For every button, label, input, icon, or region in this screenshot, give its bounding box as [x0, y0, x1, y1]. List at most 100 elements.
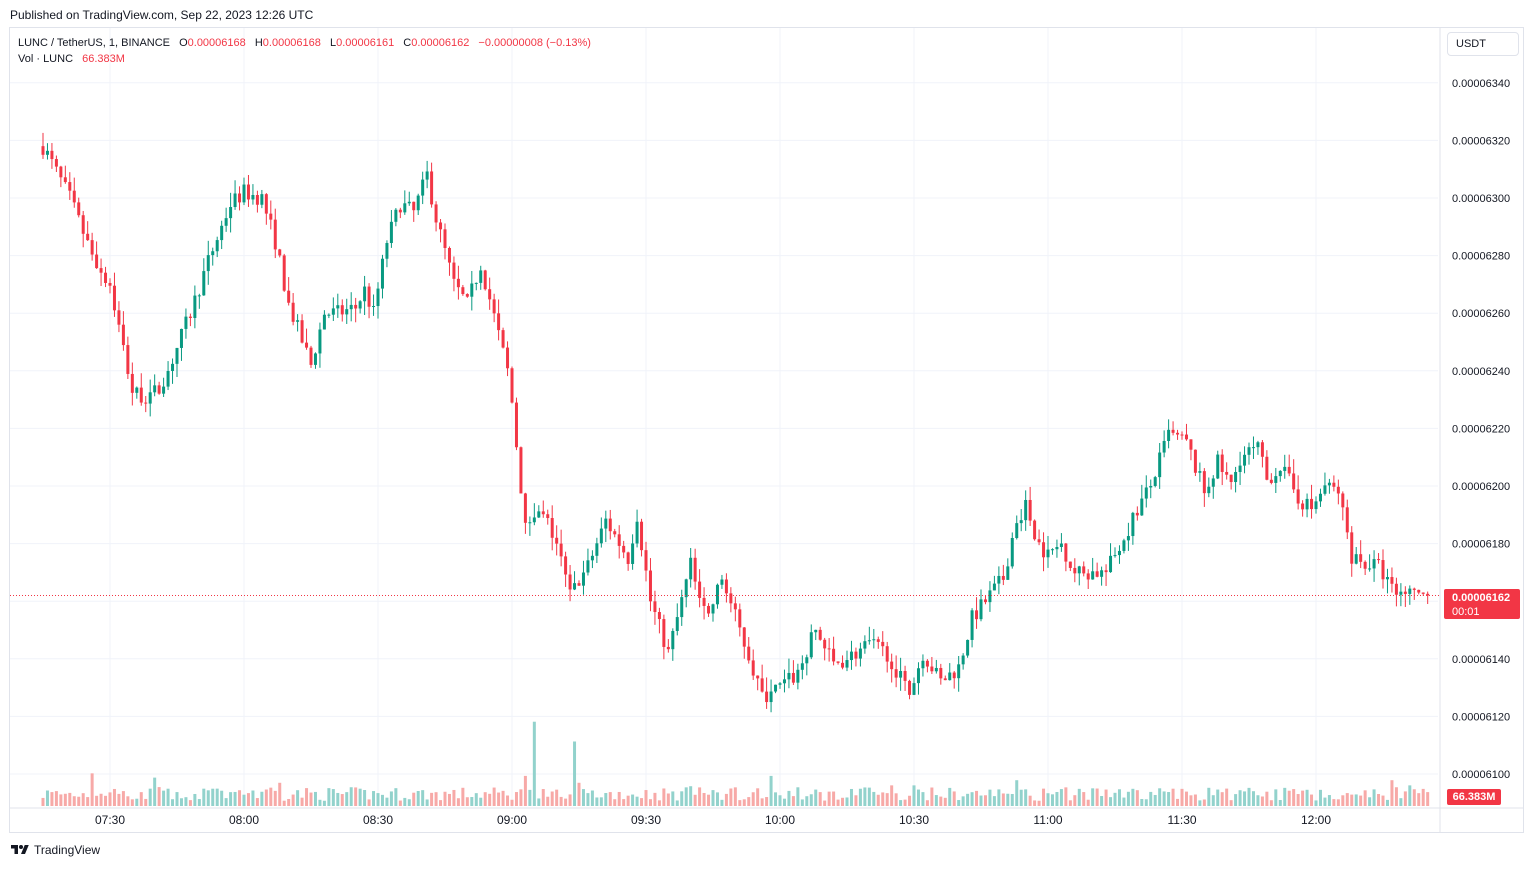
volume-bar — [1189, 795, 1193, 806]
volume-bar — [890, 785, 894, 806]
currency-button[interactable]: USDT — [1447, 32, 1519, 56]
candle-body — [925, 660, 929, 667]
volume-bar — [836, 799, 840, 806]
candle-body — [108, 282, 112, 286]
volume-bar — [1193, 794, 1197, 806]
volume-bar — [349, 787, 353, 806]
volume-bar — [1135, 790, 1139, 806]
volume-bar — [1001, 793, 1005, 806]
candle-body — [1243, 454, 1247, 466]
volume-bar — [1046, 793, 1050, 806]
candle-body — [715, 584, 719, 605]
candle-body — [916, 668, 920, 684]
legend-volume-label[interactable]: Vol · LUNC — [18, 53, 74, 65]
candle-body — [349, 304, 353, 310]
candle-body — [988, 590, 992, 603]
candle-body — [197, 295, 201, 297]
volume-bar — [983, 795, 987, 806]
candle-body — [331, 308, 335, 315]
volume-bar — [541, 789, 545, 806]
candle-body — [171, 363, 175, 371]
candle-body — [617, 534, 621, 546]
volume-bar — [671, 791, 675, 806]
volume-bar — [121, 791, 125, 806]
candle-body — [782, 679, 786, 684]
candle-body — [220, 225, 224, 241]
candle-body — [662, 619, 666, 647]
volume-bar — [331, 789, 335, 806]
volume-bar — [1403, 791, 1407, 806]
volume-bar — [130, 799, 134, 806]
volume-bar — [470, 797, 474, 806]
candle-body — [1247, 447, 1251, 455]
candle-body — [796, 669, 800, 683]
candle-body — [456, 278, 460, 288]
volume-bar — [153, 777, 157, 806]
volume-bar — [242, 794, 246, 806]
volume-bar — [1381, 795, 1385, 806]
candle-body — [501, 330, 505, 348]
volume-bar — [398, 800, 402, 806]
candle-body — [1024, 499, 1028, 521]
candle-body — [604, 518, 608, 529]
candle-body — [1180, 434, 1184, 436]
volume-bar — [738, 800, 742, 806]
candle-body — [729, 593, 733, 604]
volume-bar — [1296, 794, 1300, 806]
volume-bar — [1354, 794, 1358, 806]
volume-bar — [193, 793, 197, 806]
candle-body — [1377, 559, 1381, 561]
volume-bar — [1292, 789, 1296, 806]
volume-bar — [729, 788, 733, 806]
candle-body — [581, 572, 585, 586]
volume-bar — [1408, 785, 1412, 806]
volume-bar — [568, 794, 572, 806]
candle-body — [1198, 471, 1202, 473]
candle-body — [1077, 566, 1081, 574]
candle-body — [1126, 536, 1130, 541]
candle-body — [139, 387, 143, 403]
volume-bar — [814, 789, 818, 806]
chart-frame[interactable] — [9, 27, 1524, 833]
volume-bar — [416, 791, 420, 806]
candle-body — [979, 599, 983, 620]
candle-body — [68, 182, 72, 191]
candle-body — [1421, 592, 1425, 594]
candle-body — [1095, 571, 1099, 577]
candle-body — [876, 639, 880, 642]
volume-bar — [1350, 794, 1354, 806]
candle-body — [1381, 560, 1385, 580]
volume-bar — [367, 799, 371, 806]
candle-body — [90, 240, 94, 255]
candle-body — [72, 190, 76, 203]
volume-bar — [144, 798, 148, 806]
candle-body — [997, 575, 1001, 584]
volume-bar — [528, 789, 532, 806]
candle-body — [568, 574, 572, 590]
volume-bar — [559, 796, 563, 806]
candle-body — [573, 583, 577, 590]
volume-bar — [474, 793, 478, 806]
candle-body — [707, 605, 711, 614]
volume-bar — [604, 793, 608, 806]
volume-bar — [1064, 787, 1068, 806]
candle-body — [657, 612, 661, 620]
volume-bar — [291, 794, 295, 806]
x-axis-tick-label: 10:30 — [899, 813, 929, 827]
footer-brand[interactable]: TradingView — [10, 843, 100, 857]
volume-bar — [970, 792, 974, 806]
volume-bar — [1202, 799, 1206, 806]
volume-bar — [340, 794, 344, 806]
candle-body — [778, 683, 782, 685]
volume-bar — [1059, 789, 1063, 806]
candle-body — [1260, 442, 1264, 457]
volume-bar — [59, 794, 63, 806]
candle-body — [309, 347, 313, 365]
candle-body — [586, 560, 590, 573]
volume-bar — [108, 792, 112, 806]
volume-bar — [86, 797, 90, 806]
x-axis-tick-label: 09:30 — [631, 813, 661, 827]
legend-symbol[interactable]: LUNC / TetherUS, 1, BINANCE — [18, 37, 171, 49]
volume-bar — [564, 798, 568, 806]
